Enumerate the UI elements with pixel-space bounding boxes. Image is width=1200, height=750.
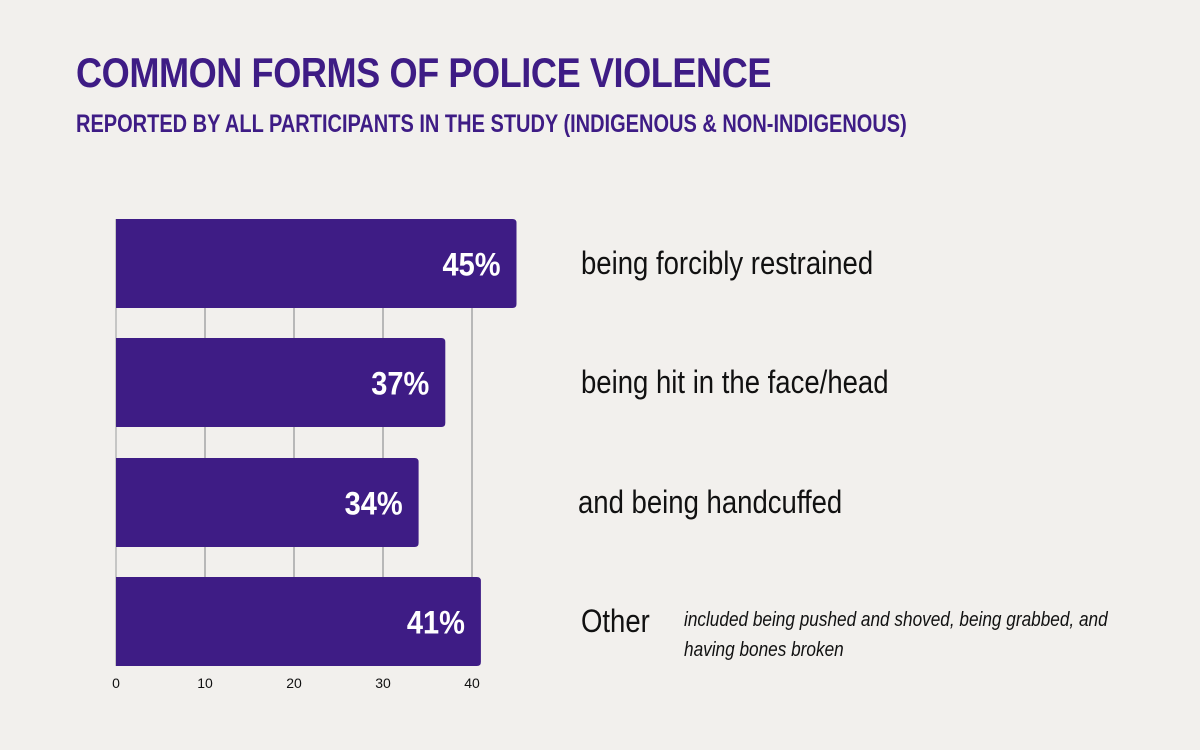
category-note-3: included being pushed and shoved, being … [684,609,1108,661]
bar-value-label-3: 41% [407,605,465,641]
category-label-0: being forcibly restrained [581,244,874,281]
category-label-3: Other [581,602,650,639]
category-label-2: and being handcuffed [578,483,843,520]
bar-1 [116,338,446,427]
x-tick-label-40: 40 [464,675,480,691]
x-tick-label-0: 0 [112,675,120,691]
bar-value-label-2: 34% [345,486,403,522]
x-tick-label-20: 20 [286,675,302,691]
bar-2 [116,458,419,547]
chart-title: COMMON FORMS OF POLICE VIOLENCE [76,49,772,96]
category-label-1: being hit in the face/head [581,363,889,400]
bar-value-label-0: 45% [443,247,501,283]
bar-value-label-1: 37% [371,366,429,402]
bar-3 [116,577,481,666]
x-tick-label-30: 30 [375,675,391,691]
bar-0 [116,219,517,308]
chart-subtitle: REPORTED BY ALL PARTICIPANTS IN THE STUD… [76,110,907,138]
x-tick-label-10: 10 [197,675,213,691]
